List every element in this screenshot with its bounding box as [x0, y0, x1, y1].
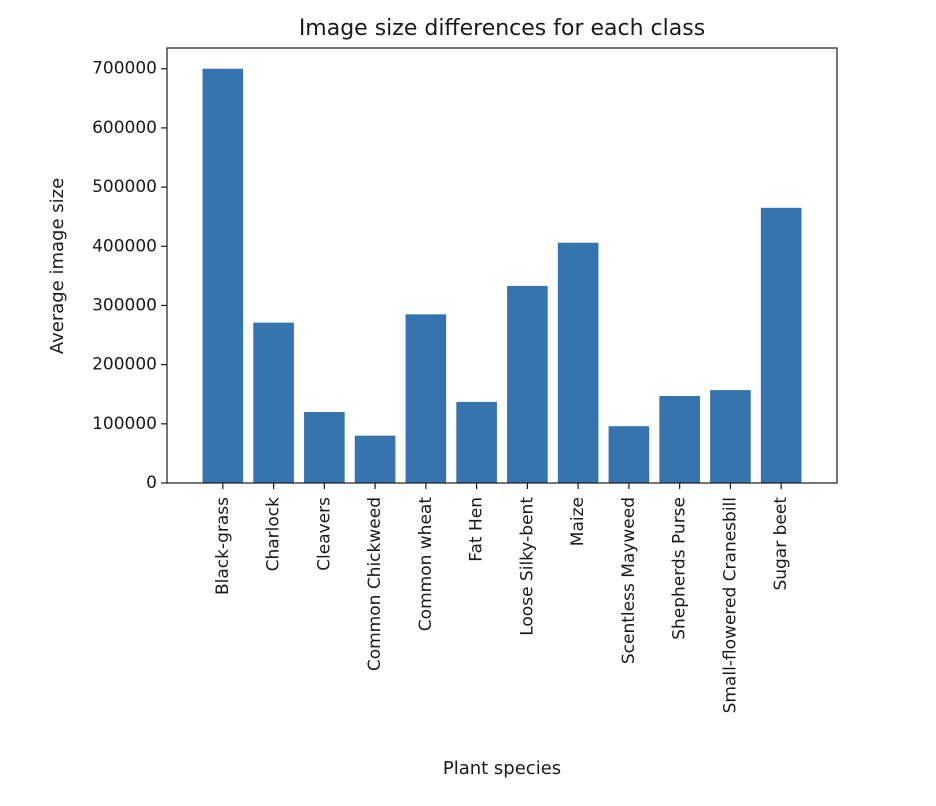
x-tick-label: Small-flowered Cranesbill: [720, 497, 740, 713]
x-axis-ticks: Black-grass Charlock Cleavers Common Chickw…: [213, 483, 791, 713]
bar: [557, 242, 599, 483]
x-axis-label: Plant species: [443, 758, 561, 779]
bars-group: [202, 68, 802, 484]
bar: [608, 426, 650, 483]
bar: [202, 68, 244, 484]
y-tick-label: 200000: [92, 355, 157, 375]
x-tick-label: Maize: [568, 497, 588, 546]
x-tick-label: Scentless Mayweed: [619, 497, 639, 664]
y-tick-label: 300000: [92, 295, 157, 315]
bar: [405, 314, 447, 483]
y-tick-label: 600000: [92, 118, 157, 138]
bar: [710, 390, 751, 483]
x-tick-label: Shepherds Purse: [670, 497, 690, 640]
y-tick-label: 700000: [92, 59, 157, 79]
bar: [760, 207, 802, 484]
y-axis-label: Average image size: [47, 178, 68, 354]
bar: [304, 411, 345, 483]
x-tick-label: Common Chickweed: [365, 497, 385, 671]
bar: [354, 435, 396, 483]
x-tick-label: Sugar beet: [771, 497, 791, 591]
x-tick-label: Charlock: [264, 497, 284, 572]
y-tick-label: 100000: [92, 414, 157, 434]
x-tick-label: Cleavers: [314, 497, 334, 571]
bar: [456, 401, 497, 483]
x-tick-label: Loose Silky-bent: [517, 497, 537, 636]
y-tick-label: 500000: [92, 177, 157, 197]
x-tick-label: Fat Hen: [467, 497, 487, 562]
bar: [253, 322, 294, 483]
x-tick-label: Common wheat: [416, 497, 436, 632]
y-tick-label: 0: [146, 473, 157, 493]
x-tick-label: Black-grass: [213, 497, 233, 595]
y-tick-label: 400000: [92, 236, 157, 256]
chart-title: Image size differences for each class: [299, 16, 705, 41]
bar: [659, 396, 700, 483]
plot-frame: [166, 47, 838, 484]
bar: [507, 285, 548, 483]
y-axis-ticks: 0 100000 200000 300000 400000 500000 600000 700…: [92, 59, 167, 493]
